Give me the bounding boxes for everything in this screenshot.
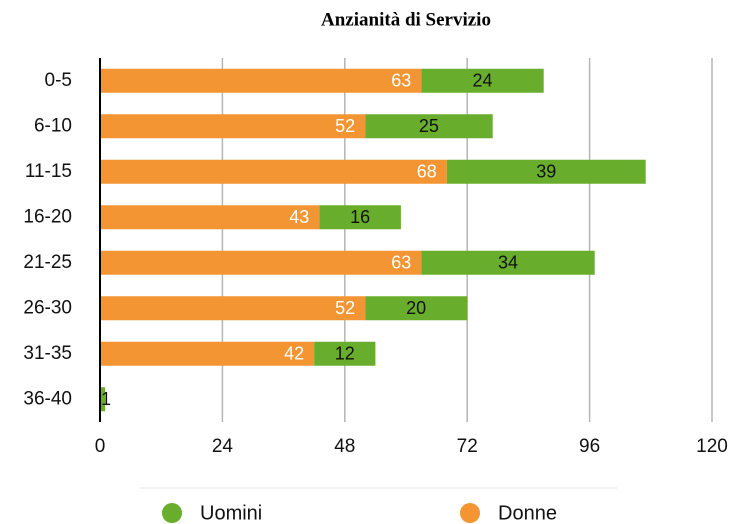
legend-marker	[460, 503, 480, 523]
x-tick-label: 0	[95, 436, 106, 457]
data-label: 1	[101, 389, 111, 409]
data-label: 42	[284, 344, 304, 364]
bar-segment	[100, 250, 422, 275]
chart-title: Anzianità di Servizio	[321, 9, 491, 30]
data-label: 39	[536, 162, 556, 182]
bar-segment	[365, 114, 493, 139]
bar-segment	[100, 68, 422, 93]
bar-segment	[100, 296, 366, 321]
bar-segment	[100, 205, 320, 230]
bar-segment	[314, 341, 376, 366]
y-tick-label: 36-40	[23, 388, 72, 409]
y-tick-label: 11-15	[25, 161, 72, 182]
x-tick-label: 96	[579, 436, 600, 457]
x-tick-label: 120	[696, 436, 728, 457]
y-tick-label: 0-5	[45, 70, 72, 91]
y-tick-label: 31-35	[23, 343, 72, 364]
bar-segment	[365, 296, 468, 321]
data-label: 63	[391, 253, 411, 273]
data-label: 52	[335, 298, 355, 318]
bar-segment	[100, 341, 315, 366]
y-tick-label: 16-20	[23, 206, 72, 227]
y-tick-label: 26-30	[23, 297, 72, 318]
data-label: 43	[289, 207, 309, 227]
bar-segment	[446, 159, 646, 184]
x-tick-label: 72	[457, 436, 478, 457]
data-label: 68	[417, 162, 437, 182]
data-label: 34	[498, 253, 518, 273]
x-tick-label: 24	[212, 436, 234, 457]
data-label: 20	[406, 298, 426, 318]
data-label: 63	[391, 71, 411, 91]
x-tick-label: 48	[334, 436, 355, 457]
bar-segment	[100, 159, 447, 184]
legend-marker	[162, 503, 182, 523]
bar-segment	[100, 114, 366, 139]
bar-segment	[100, 387, 106, 412]
data-label: 52	[335, 116, 355, 136]
legend-label: Donne	[498, 502, 557, 524]
bar-segment	[421, 250, 595, 275]
bar-segment	[421, 68, 544, 93]
data-label: 25	[419, 116, 439, 136]
data-label: 12	[335, 344, 355, 364]
bar-segment	[319, 205, 401, 230]
y-tick-label: 21-25	[23, 252, 72, 273]
y-tick-label: 6-10	[34, 115, 72, 136]
legend-label: Uomini	[200, 502, 262, 524]
data-label: 0	[80, 389, 90, 409]
data-label: 24	[472, 71, 492, 91]
data-label: 16	[350, 207, 370, 227]
